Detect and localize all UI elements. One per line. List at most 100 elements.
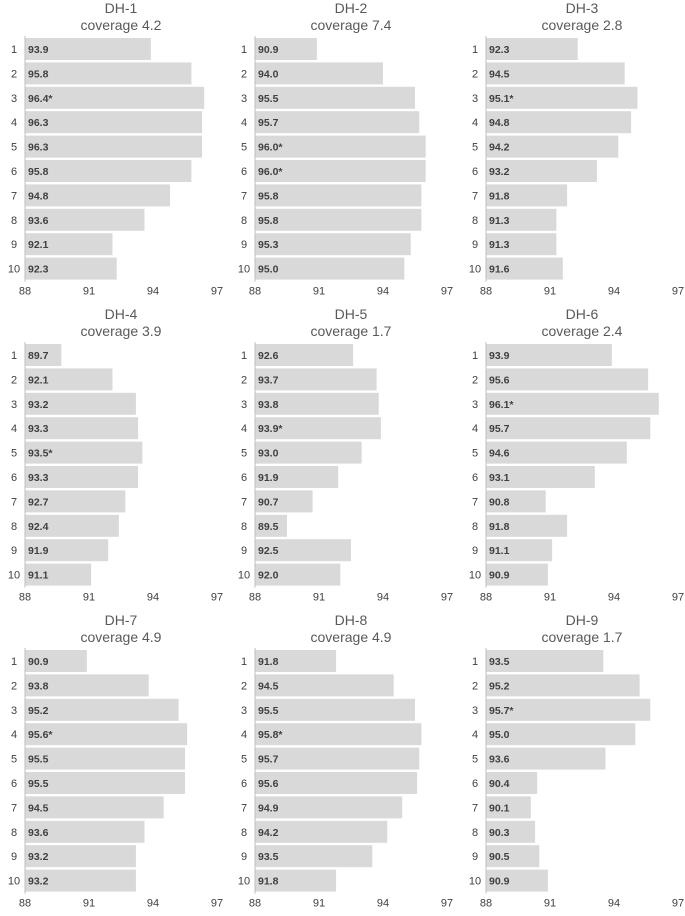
category-label: 9 [11, 851, 17, 863]
category-label: 7 [472, 802, 478, 814]
bar [255, 796, 403, 819]
bar [25, 135, 203, 158]
x-tick-label: 94 [377, 898, 389, 910]
bar-value-label: 95.5 [28, 778, 49, 790]
x-tick-label: 88 [480, 898, 492, 910]
x-tick-label: 97 [672, 592, 684, 604]
bar-value-label: 95.1* [489, 93, 514, 105]
bar-value-label: 90.4 [489, 778, 510, 790]
category-label: 10 [238, 876, 250, 888]
bar [486, 490, 546, 513]
chart-title: DH-5 [335, 306, 368, 322]
bar [255, 723, 422, 746]
category-label: 8 [472, 521, 478, 533]
category-label: 3 [241, 705, 247, 717]
category-label: 10 [238, 570, 250, 582]
bar [486, 869, 548, 892]
bar-value-label: 96.0* [258, 166, 283, 178]
category-label: 5 [241, 142, 247, 154]
category-label: 6 [11, 166, 17, 178]
category-label: 7 [241, 496, 247, 508]
category-label: 4 [241, 423, 247, 435]
category-label: 2 [241, 680, 247, 692]
category-label: 9 [472, 239, 478, 251]
bar-value-label: 92.4 [28, 521, 49, 533]
bar [255, 772, 418, 794]
x-tick-label: 94 [147, 592, 159, 604]
bar-value-label: 94.8 [28, 190, 49, 202]
bar [25, 796, 164, 819]
category-label: 10 [238, 264, 250, 276]
bar [486, 111, 632, 134]
bar-value-label: 96.3 [28, 142, 49, 154]
bar-value-label: 93.9* [258, 423, 283, 435]
bar-value-label: 95.7 [258, 754, 279, 766]
chart-subtitle: coverage 1.7 [311, 323, 392, 339]
category-label: 4 [11, 423, 17, 435]
bar [25, 698, 179, 721]
bar [25, 747, 185, 770]
bar [255, 417, 381, 440]
category-label: 7 [472, 496, 478, 508]
x-tick-label: 91 [544, 286, 556, 298]
x-tick-label: 94 [608, 898, 620, 910]
bar-value-label: 89.7 [28, 350, 49, 362]
bar [486, 208, 557, 231]
bar [486, 233, 557, 256]
bar [486, 723, 636, 746]
chart-title: DH-7 [105, 612, 138, 628]
bar-value-label: 93.6 [489, 754, 510, 766]
category-label: 9 [241, 851, 247, 863]
category-label: 3 [11, 93, 17, 105]
bar-value-label: 96.3 [28, 117, 49, 129]
bar [255, 539, 351, 562]
category-label: 3 [472, 93, 478, 105]
bar [255, 845, 373, 868]
bar-value-label: 93.9 [489, 350, 510, 362]
x-tick-label: 97 [441, 286, 453, 298]
category-label: 10 [8, 264, 20, 276]
category-label: 6 [11, 778, 17, 790]
bar-value-label: 95.5 [28, 754, 49, 766]
bar [486, 796, 531, 819]
bar [255, 257, 405, 280]
x-tick-label: 88 [249, 286, 261, 298]
bar [255, 344, 354, 366]
bar-value-label: 95.3 [258, 239, 279, 251]
bar-value-label: 91.8 [258, 656, 279, 668]
bar-value-label: 92.1 [28, 239, 49, 251]
bar-value-label: 93.5 [258, 851, 279, 863]
bar [25, 111, 203, 134]
x-tick-label: 88 [19, 898, 31, 910]
bar [255, 184, 422, 207]
bar-value-label: 90.9 [489, 876, 510, 888]
x-tick-label: 94 [608, 592, 620, 604]
category-label: 8 [472, 215, 478, 227]
bar [25, 650, 87, 672]
bar-value-label: 94.5 [258, 680, 279, 692]
bar-value-label: 95.0 [258, 264, 279, 276]
category-label: 4 [241, 729, 247, 741]
category-label: 5 [241, 754, 247, 766]
category-label: 5 [472, 142, 478, 154]
bar-value-label: 90.3 [489, 827, 510, 839]
bar-value-label: 90.8 [489, 496, 510, 508]
bar-value-label: 90.9 [258, 44, 279, 56]
bar-value-label: 90.7 [258, 496, 279, 508]
category-label: 1 [11, 44, 17, 56]
bar [255, 368, 377, 391]
bar [486, 160, 597, 182]
bar-value-label: 95.7 [258, 117, 279, 129]
bar-value-label: 92.3 [28, 264, 49, 276]
bar-value-label: 92.5 [258, 545, 279, 557]
chart-title: DH-3 [566, 0, 599, 16]
category-label: 10 [469, 876, 481, 888]
category-label: 3 [11, 705, 17, 717]
bar [486, 344, 612, 366]
x-tick-label: 97 [211, 286, 223, 298]
bar-value-label: 93.3 [28, 423, 49, 435]
bar-value-label: 95.2 [489, 680, 510, 692]
bar [25, 723, 188, 746]
bar-value-label: 93.5* [28, 448, 53, 460]
x-tick-label: 94 [608, 286, 620, 298]
